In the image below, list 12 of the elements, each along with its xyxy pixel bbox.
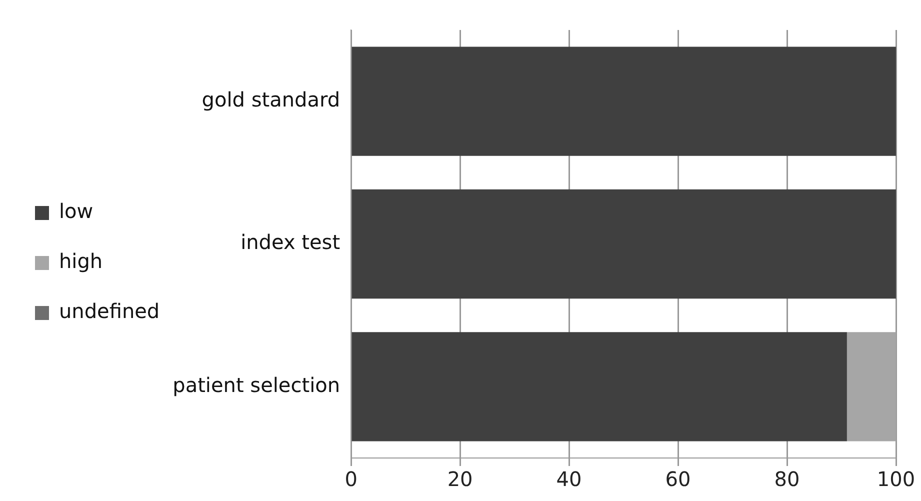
legend-label: undefined	[59, 299, 160, 324]
y-tick-label: index test	[240, 230, 340, 254]
legend-label: high	[59, 249, 103, 274]
y-tick-label: patient selection	[172, 372, 340, 397]
x-tick-label: 0	[344, 467, 358, 492]
x-tick-label: 60	[665, 467, 691, 492]
x-tick-label: 80	[774, 467, 800, 492]
x-tick-label: 20	[447, 467, 473, 492]
x-tick-label: 100	[876, 467, 916, 492]
x-tick-label: 40	[556, 467, 582, 492]
y-tick-label: gold standard	[202, 88, 340, 112]
legend-label: low	[59, 199, 94, 224]
